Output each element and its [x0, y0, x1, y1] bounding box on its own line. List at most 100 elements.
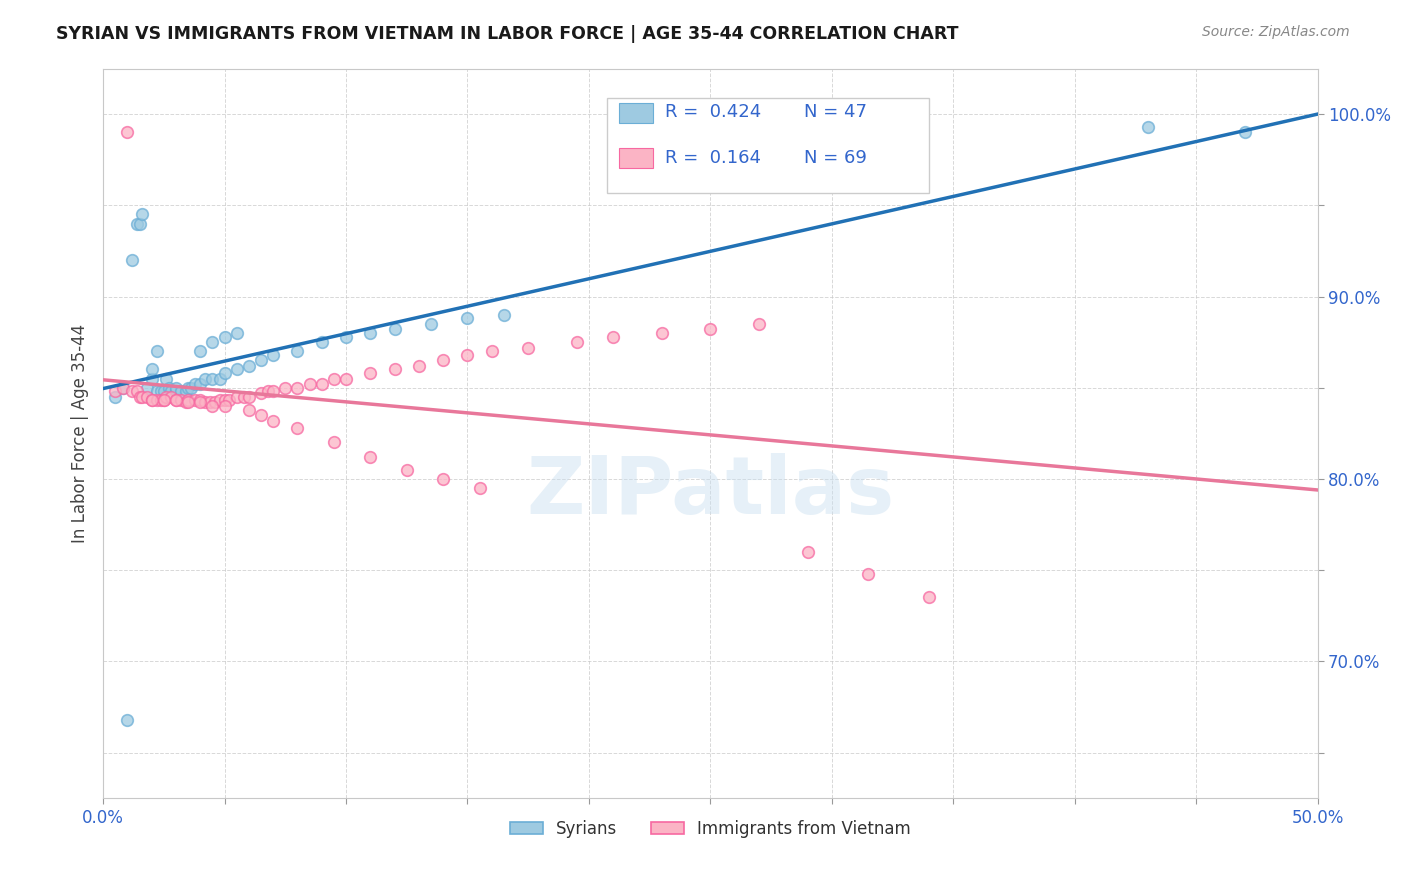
- Text: R =  0.164: R = 0.164: [665, 149, 762, 167]
- Point: [104, 384, 127, 399]
- Point: [194, 395, 217, 409]
- Point: [121, 384, 143, 399]
- Point: [208, 393, 231, 408]
- Point: [651, 326, 673, 340]
- Point: [384, 362, 406, 376]
- Point: [298, 377, 321, 392]
- Text: ZIPatlas: ZIPatlas: [526, 453, 894, 531]
- FancyBboxPatch shape: [607, 98, 929, 193]
- Text: R =  0.424: R = 0.424: [665, 103, 762, 121]
- Point: [165, 393, 187, 408]
- Point: [918, 591, 941, 605]
- Point: [262, 413, 284, 427]
- Point: [262, 384, 284, 399]
- Point: [257, 384, 280, 399]
- Text: SYRIAN VS IMMIGRANTS FROM VIETNAM IN LABOR FORCE | AGE 35-44 CORRELATION CHART: SYRIAN VS IMMIGRANTS FROM VIETNAM IN LAB…: [56, 25, 959, 43]
- Point: [287, 421, 309, 435]
- Point: [184, 393, 207, 408]
- Point: [201, 399, 224, 413]
- Point: [128, 217, 150, 231]
- Point: [481, 344, 503, 359]
- Point: [238, 390, 260, 404]
- Point: [238, 402, 260, 417]
- Point: [432, 472, 454, 486]
- Point: [188, 393, 211, 408]
- Point: [858, 566, 880, 581]
- Point: [565, 335, 588, 350]
- Point: [198, 395, 221, 409]
- Point: [1233, 125, 1256, 139]
- Point: [335, 371, 357, 385]
- Point: [602, 329, 624, 343]
- Point: [796, 545, 818, 559]
- Text: N = 47: N = 47: [804, 103, 868, 121]
- Point: [131, 207, 153, 221]
- Point: [204, 395, 226, 409]
- Point: [322, 435, 344, 450]
- Point: [188, 395, 211, 409]
- Point: [145, 384, 167, 399]
- Point: [214, 329, 236, 343]
- Point: [359, 366, 381, 380]
- Point: [104, 390, 127, 404]
- Point: [201, 335, 224, 350]
- Point: [184, 377, 207, 392]
- Point: [311, 377, 333, 392]
- Point: [201, 371, 224, 385]
- Point: [311, 335, 333, 350]
- Point: [214, 399, 236, 413]
- Point: [153, 393, 176, 408]
- Point: [111, 381, 134, 395]
- Point: [432, 353, 454, 368]
- Point: [141, 393, 163, 408]
- Point: [174, 395, 197, 409]
- Point: [145, 393, 167, 408]
- Point: [468, 481, 491, 495]
- Point: [157, 381, 180, 395]
- Point: [111, 381, 134, 395]
- Point: [145, 344, 167, 359]
- Point: [335, 329, 357, 343]
- Point: [1136, 120, 1159, 134]
- Point: [141, 393, 163, 408]
- Point: [214, 393, 236, 408]
- Point: [699, 322, 721, 336]
- Point: [225, 390, 247, 404]
- Point: [517, 341, 540, 355]
- Point: [359, 326, 381, 340]
- Point: [420, 317, 443, 331]
- Point: [160, 384, 183, 399]
- Point: [225, 362, 247, 376]
- Point: [135, 381, 157, 395]
- Point: [135, 390, 157, 404]
- Point: [748, 317, 770, 331]
- Point: [214, 366, 236, 380]
- Point: [174, 384, 197, 399]
- Point: [170, 393, 193, 408]
- Point: [359, 450, 381, 464]
- Point: [218, 393, 240, 408]
- Point: [153, 384, 176, 399]
- Point: [395, 463, 418, 477]
- Point: [121, 253, 143, 268]
- Point: [165, 393, 187, 408]
- Y-axis label: In Labor Force | Age 35-44: In Labor Force | Age 35-44: [72, 324, 89, 543]
- Point: [177, 393, 200, 408]
- Legend: Syrians, Immigrants from Vietnam: Syrians, Immigrants from Vietnam: [503, 814, 918, 845]
- Point: [194, 371, 217, 385]
- Point: [160, 390, 183, 404]
- Point: [250, 353, 273, 368]
- Point: [150, 393, 173, 408]
- Point: [141, 371, 163, 385]
- Point: [170, 384, 193, 399]
- Point: [180, 381, 202, 395]
- Point: [117, 125, 139, 139]
- Point: [287, 344, 309, 359]
- Point: [262, 348, 284, 362]
- Point: [188, 344, 211, 359]
- Point: [274, 381, 297, 395]
- Point: [208, 371, 231, 385]
- Point: [127, 217, 149, 231]
- Point: [188, 377, 211, 392]
- Point: [287, 381, 309, 395]
